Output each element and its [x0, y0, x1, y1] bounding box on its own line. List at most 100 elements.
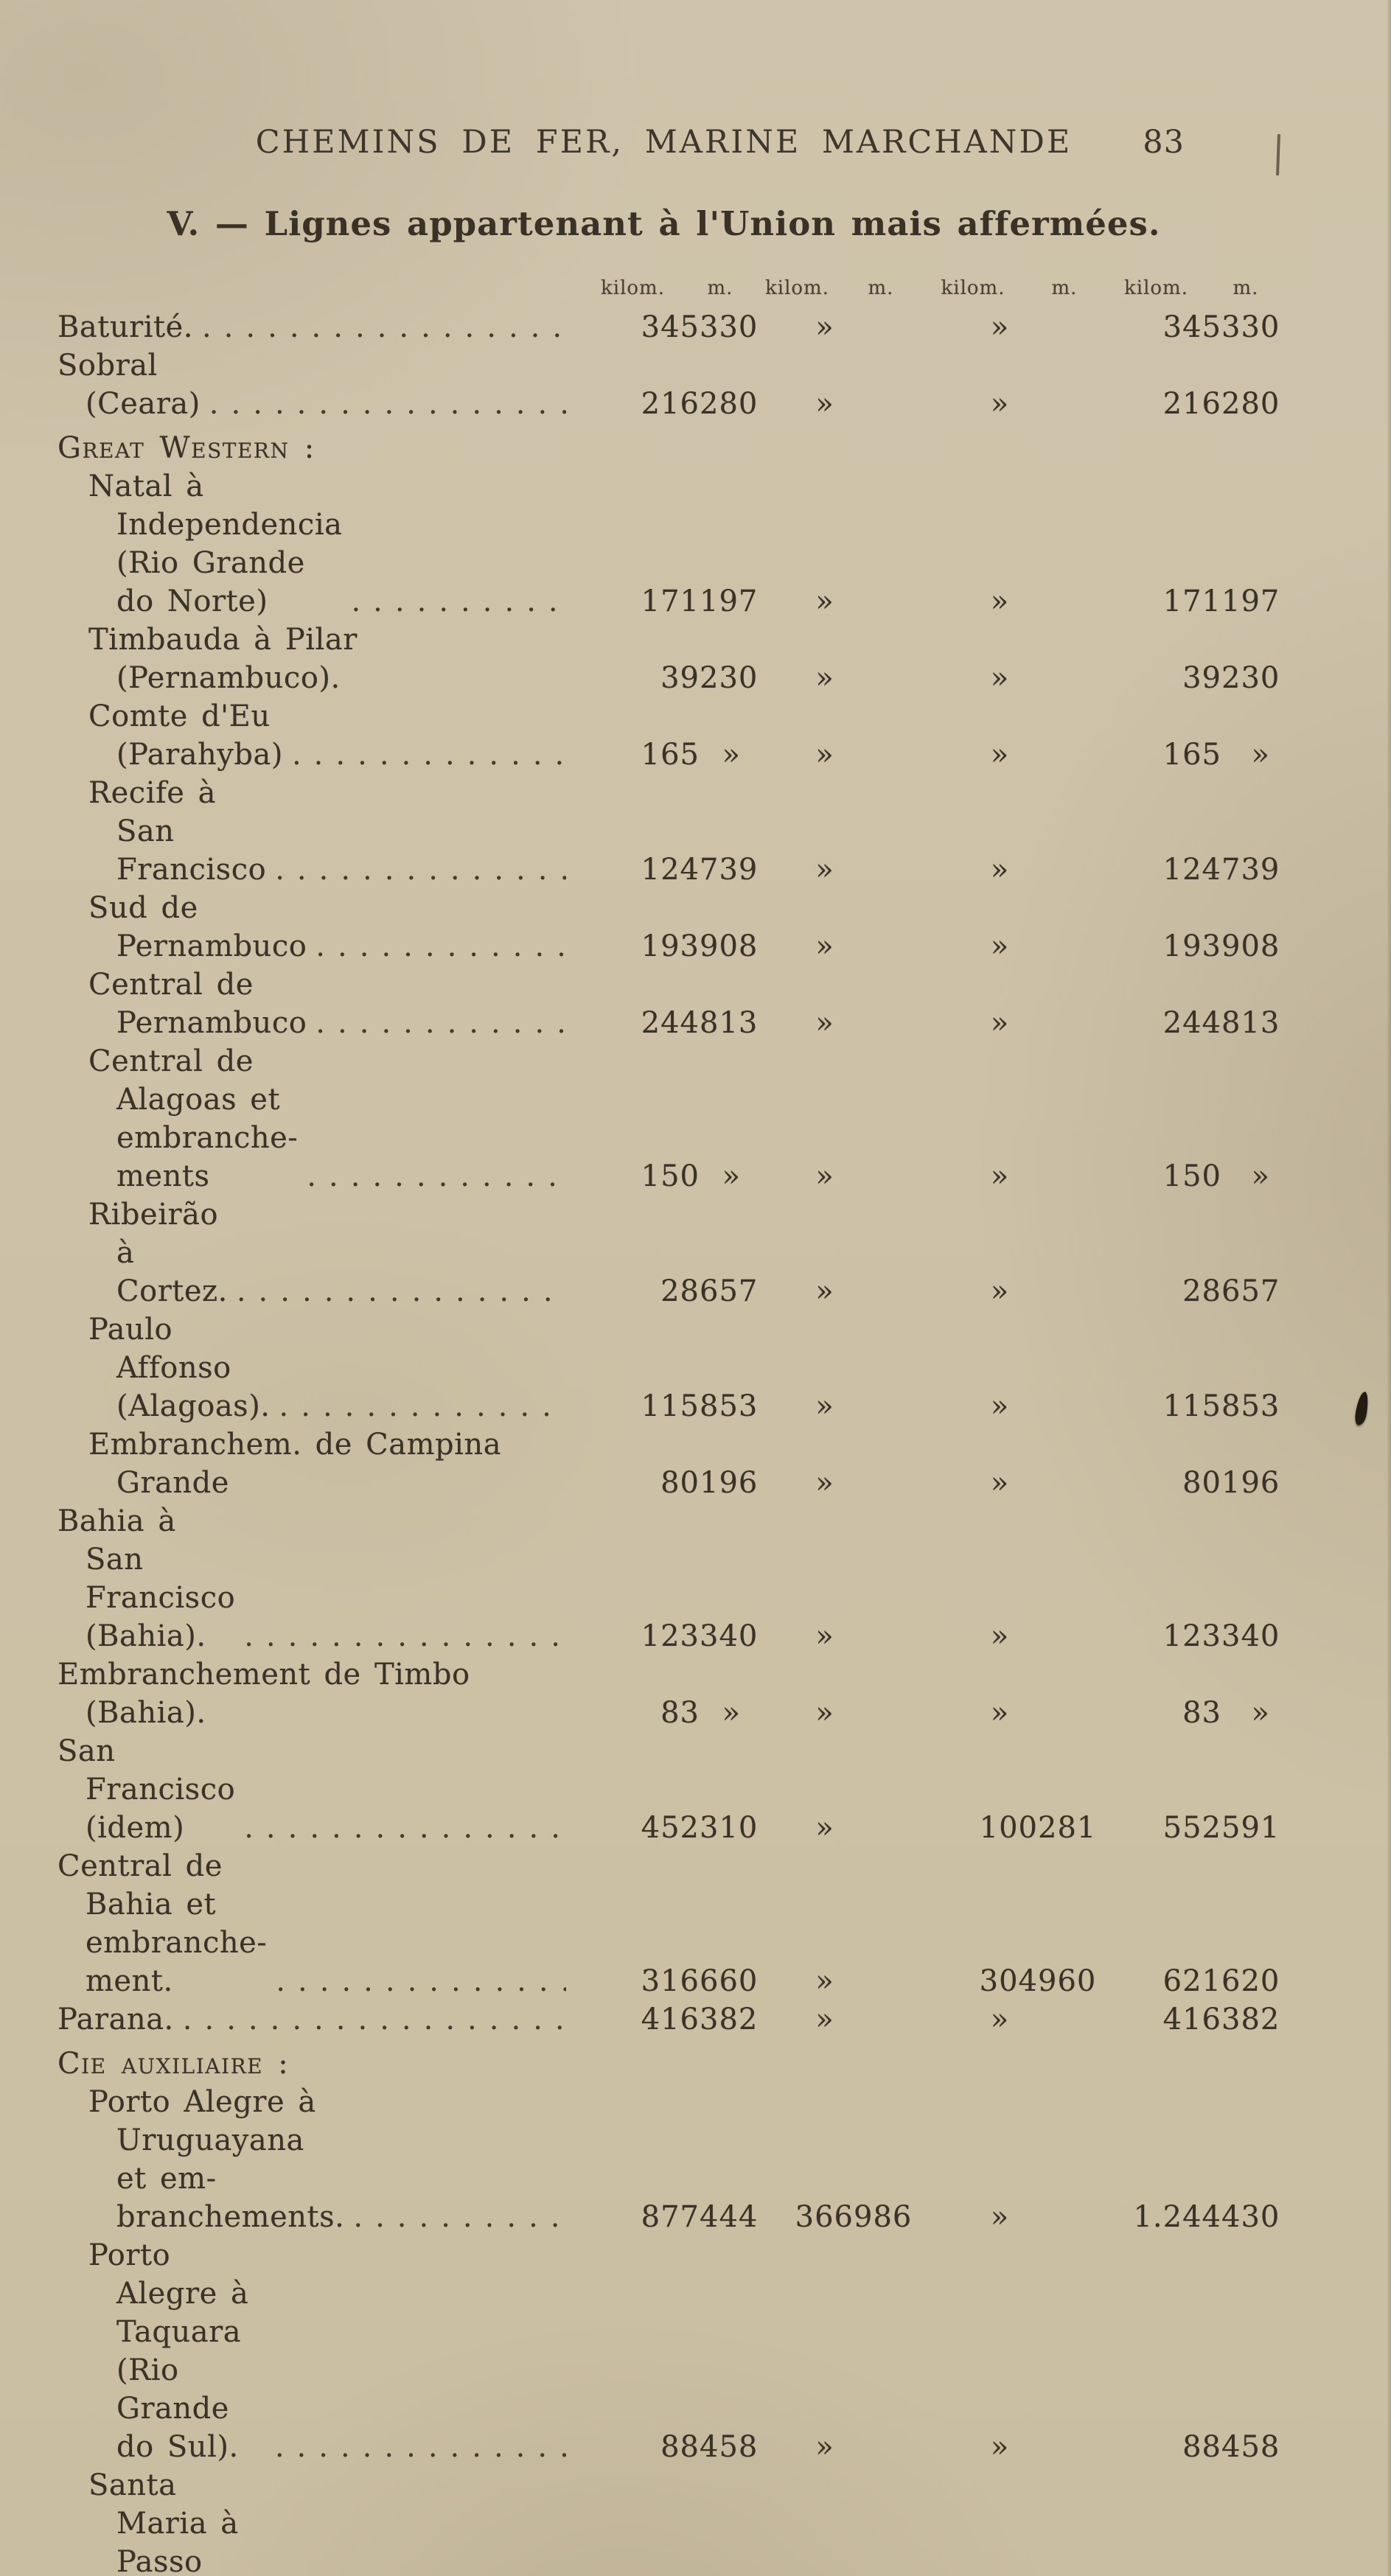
leader-dots: ........................................…: [351, 584, 566, 618]
value-kilom: 244: [1162, 1006, 1221, 1040]
col-header-m: m.: [868, 277, 894, 299]
value-kilom: 216: [641, 387, 700, 421]
empty-value-mark: »: [990, 387, 1009, 421]
row-label: Recife à San Francisco: [88, 776, 267, 887]
table-row: Central de Bahia et embranche-ment......…: [57, 1847, 1279, 2000]
empty-value-mark: »: [815, 1619, 834, 1653]
empty-value-mark: »: [815, 1696, 834, 1730]
value-group: 80 196: [566, 1464, 759, 1502]
group-header-label: Cie auxiliaire :: [57, 2047, 290, 2081]
empty-value-mark: »: [990, 310, 1009, 344]
row-label-cell: Santa Maria à Passo Fundo...............…: [57, 2466, 566, 2576]
value-group: 115 853: [566, 1387, 758, 1425]
row-label-cell: Comte d'Eu (Parahyba)...................…: [57, 697, 566, 774]
value-kilom: 416: [641, 2003, 700, 2036]
sections-container: V. — Lignes appartenant à l'Union mais a…: [57, 205, 1280, 2576]
running-header-title: CHEMINS DE FER, MARINE MARCHANDE: [255, 124, 1073, 161]
value-kilom: 621: [1162, 1964, 1221, 1998]
value-m: 330: [1221, 310, 1280, 344]
value-kilom: 316: [641, 1964, 700, 1998]
empty-value-mark: »: [815, 1389, 834, 1423]
empty-value-mark: »: [990, 1006, 1009, 1040]
value-m: 813: [700, 1006, 759, 1040]
value-m: 280: [700, 387, 759, 421]
value-m: 430: [1221, 2200, 1280, 2234]
leader-dots: ........................................…: [244, 1619, 566, 1653]
leader-dots: ........................................…: [182, 2003, 566, 2036]
col-header-kilom: kilom.: [1124, 277, 1188, 299]
empty-value-mark: »: [990, 929, 1009, 963]
value-group: 80 196: [1091, 1464, 1280, 1502]
row-label: Sud de Pernambuco: [88, 891, 307, 963]
row-label: Paulo Affonso (Alagoas).: [88, 1313, 271, 1423]
value-group: »: [741, 659, 908, 697]
value-group: 88 458: [566, 2428, 757, 2466]
value-group: »: [908, 1694, 1091, 1732]
empty-value-mark: »: [990, 1466, 1009, 1500]
row-label: Sobral (Ceara): [57, 349, 201, 421]
empty-value-mark: »: [990, 2200, 1009, 2234]
table-row: Embranchement de Timbo (Bahia). 83 » » » 83 »: [57, 1655, 1270, 1732]
value-group: 100 281: [908, 1809, 1096, 1847]
table-row: Baturité................................…: [57, 308, 1280, 346]
leader-dots: ........................................…: [244, 1811, 566, 1845]
value-m: 657: [700, 1274, 759, 1308]
value-group: »: [908, 659, 1091, 697]
row-label: Ribeirão à Cortez.: [88, 1198, 228, 1308]
row-label: Central de Alagoas et embranche-ments: [88, 1044, 299, 1193]
value-group: 83 »: [1091, 1694, 1270, 1732]
value-kilom: 416: [1162, 2003, 1221, 2036]
table-row: Santa Maria à Passo Fundo...............…: [57, 2466, 1270, 2576]
group-header-label: Great Western :: [57, 431, 315, 465]
leader-dots: ........................................…: [209, 387, 566, 421]
running-header: CHEMINS DE FER, MARINE MARCHANDE 83: [57, 0, 1270, 161]
value-kilom: 150: [1162, 1159, 1221, 1193]
row-label-cell: Central de Bahia et embranche-ment......…: [57, 1847, 566, 2000]
value-group: »: [908, 582, 1091, 621]
empty-value-mark: »: [990, 1274, 1009, 1308]
value-kilom: 171: [641, 584, 700, 618]
section-table: Baturité................................…: [57, 308, 1280, 2576]
table-row: Parana..................................…: [57, 2000, 1279, 2039]
empty-value-mark: »: [815, 2003, 834, 2036]
value-kilom: 115: [641, 1389, 700, 1423]
value-kilom: 165: [1162, 738, 1221, 772]
value-m: »: [722, 1159, 741, 1193]
row-label: Timbauda à Pilar (Pernambuco).: [88, 623, 358, 695]
value-group: 124 739: [1091, 851, 1280, 889]
empty-value-mark: »: [815, 1964, 834, 1998]
empty-value-mark: »: [815, 584, 834, 618]
value-kilom: 88: [660, 2430, 700, 2464]
value-m: 196: [700, 1466, 759, 1500]
value-kilom: 39: [660, 661, 700, 695]
value-group: »: [741, 1962, 908, 2000]
column-header-group: kilom. m.: [566, 277, 741, 299]
row-label-cell: Porto Alegre à Uruguayana et em-branchem…: [57, 2083, 566, 2236]
row-label-cell: Porto Alegre à Taquara (Rio Grande do Sul…: [57, 2236, 566, 2466]
value-m: 660: [700, 1964, 759, 1998]
value-m: 813: [1221, 1006, 1280, 1040]
row-label: Porto Alegre à Uruguayana et em-branchem…: [88, 2085, 345, 2234]
value-group: 316 660: [566, 1962, 759, 2000]
value-group: 193 908: [566, 927, 758, 966]
value-group: 123 340: [1091, 1617, 1280, 1655]
row-label-cell: San Francisco (idem)....................…: [57, 1732, 566, 1847]
value-group: »: [741, 1694, 908, 1732]
column-header-group: kilom. m.: [908, 277, 1091, 299]
value-m: 196: [1221, 1466, 1280, 1500]
row-label: Bahia à San Francisco (Bahia).: [57, 1504, 236, 1653]
value-m: 280: [1221, 387, 1280, 421]
value-group: »: [741, 1157, 908, 1195]
value-kilom: 552: [1162, 1811, 1221, 1845]
empty-value-mark: »: [990, 2430, 1009, 2464]
value-group: »: [908, 2428, 1091, 2466]
table-row: Sud de Pernambuco.......................…: [57, 889, 1279, 966]
row-label-cell: Ribeirão à Cortez.......................…: [57, 1195, 566, 1310]
value-group: »: [741, 1464, 908, 1502]
empty-value-mark: »: [990, 1619, 1009, 1653]
value-group: 28 657: [1091, 1272, 1279, 1310]
value-group: 165 »: [566, 736, 741, 774]
value-kilom: 83: [660, 1696, 700, 1730]
value-group: »: [908, 736, 1091, 774]
